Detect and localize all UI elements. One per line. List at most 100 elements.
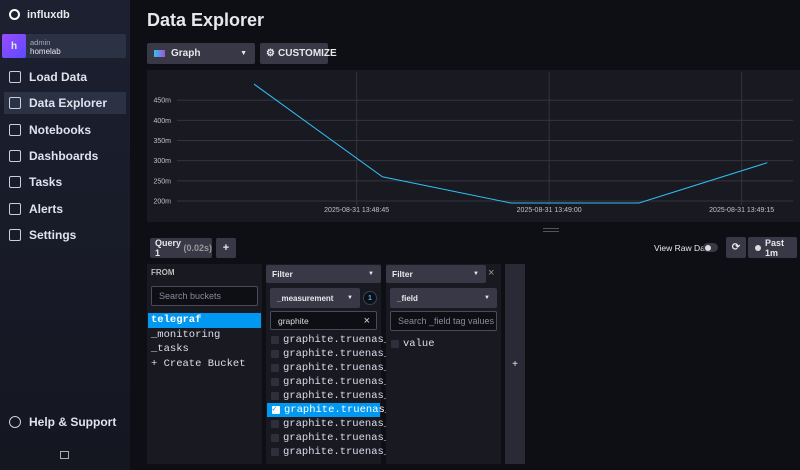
bucket[interactable]: + Create Bucket [151, 358, 246, 371]
checkbox: ✓ [272, 406, 280, 414]
selection-count: 1 [363, 291, 377, 305]
nav-item[interactable]: Alerts [0, 198, 130, 220]
filter-panel-2: Filter ▼ × _field ▼ Search _field tag valu… [386, 264, 501, 464]
from-panel: FROM Search buckets telegraf _monitoring _… [147, 264, 262, 464]
nav-item[interactable]: Data Explorer [4, 92, 126, 115]
tag-value[interactable]: graphite.truenas_repo… [266, 347, 422, 361]
data-line [253, 83, 768, 204]
query-tab[interactable]: Query 1 (0.02s) [150, 238, 212, 258]
collapse-icon[interactable] [60, 451, 69, 459]
help-link[interactable]: Help & Support [0, 411, 130, 433]
graph: 200m 250m 300m 350m 400m 450m 2025-08-31 13:48… [153, 72, 793, 214]
tag-search[interactable]: Search _field tag values [390, 311, 497, 331]
tag-search[interactable]: graphite × [270, 311, 377, 330]
y-tick-label: 250m [153, 178, 171, 185]
bucket-search-placeholder: Search buckets [159, 291, 222, 301]
tag-value-text: value [403, 338, 435, 350]
x-tick-label: 2025-08-31 13:48:45 [324, 207, 389, 214]
view-type-dropdown[interactable]: Graph ▼ [147, 43, 255, 64]
checkbox [271, 448, 279, 456]
page-title: Data Explorer [147, 10, 265, 30]
nav-item[interactable]: Settings [0, 224, 130, 246]
customize-button[interactable]: ⚙ CUSTOMIZE [260, 43, 337, 64]
bucket[interactable]: _monitoring [151, 328, 221, 341]
user-card[interactable]: h admin homelab [2, 34, 126, 58]
nav-icon [9, 176, 21, 189]
nav-label: Load Data [29, 70, 88, 84]
avatar: h [2, 34, 26, 58]
help-text: Help & Support [29, 415, 117, 429]
bucket[interactable]: _tasks [151, 343, 189, 356]
remove-filter[interactable]: × [488, 267, 495, 279]
y-tick-label: 450m [153, 98, 171, 105]
tag-value[interactable]: graphite.truenas_repo… [266, 333, 422, 347]
key-dropdown[interactable]: _measurement ▼ [270, 288, 360, 308]
resize-handle[interactable] [543, 228, 559, 232]
y-tick-label: 350m [153, 138, 171, 145]
filter-header[interactable]: Filter ▼ [386, 265, 486, 283]
nav-item[interactable]: Notebooks [0, 119, 130, 141]
tag-value[interactable]: graphite.truenas_repo… [266, 361, 422, 375]
nav-icon [9, 97, 21, 110]
checkbox [271, 392, 279, 400]
tag-value[interactable]: graphite.truenas_repo… [266, 431, 422, 445]
tag-value[interactable]: value [386, 337, 501, 351]
y-tick-label: 200m [153, 198, 171, 205]
customize-text: CUSTOMIZE [278, 48, 337, 59]
nav-icon [9, 228, 21, 241]
time-range: Past 1m [765, 237, 785, 258]
filter-panel-1: Filter ▼ _measurement ▼ 1 graphite × graphi… [266, 264, 423, 464]
raw-data-label: View Raw Data [654, 243, 712, 253]
filter-heading: Filter [392, 269, 413, 279]
nav-label: Tasks [29, 175, 63, 190]
from-heading: FROM [151, 268, 175, 277]
y-tick-label: 400m [153, 118, 171, 125]
x-tick-label: 2025-08-31 13:49:15 [709, 207, 774, 214]
refresh-button[interactable]: ⟳ [726, 237, 746, 258]
filter-header[interactable]: Filter ▼ [266, 265, 381, 283]
nav-item[interactable]: Load Data [0, 66, 130, 88]
nav-label: Alerts [29, 201, 64, 216]
graph-panel: 200m 250m 300m 350m 400m 450m 2025-08-31 13:48… [147, 70, 800, 222]
checkbox [271, 434, 279, 442]
nav-item[interactable]: Tasks [0, 171, 130, 193]
nav-label: Settings [29, 227, 77, 242]
x-tick-label: 2025-08-31 13:49:00 [517, 207, 582, 214]
nav-icon [9, 71, 21, 83]
user-org: homelab [30, 47, 61, 56]
tag-value[interactable]: graphite.truenas_repo… [266, 445, 422, 459]
add-query-button[interactable]: + [216, 238, 236, 258]
y-tick-label: 300m [153, 158, 171, 165]
checkbox [271, 420, 279, 428]
key-dropdown[interactable]: _field ▼ [390, 288, 497, 308]
user-role: admin [30, 38, 51, 47]
checkbox [271, 336, 279, 344]
tag-value[interactable]: ✓ graphite.truenas_repo… [267, 403, 423, 417]
raw-data-toggle[interactable] [703, 243, 718, 252]
tag-value[interactable]: graphite.truenas_repo… [266, 389, 422, 403]
checkbox [271, 364, 279, 372]
add-filter-panel[interactable]: + [505, 264, 525, 464]
checkbox [271, 350, 279, 358]
nav-label: Dashboards [29, 148, 99, 163]
bucket[interactable]: telegraf [148, 313, 261, 328]
key: _field [397, 293, 418, 303]
tag-value[interactable]: graphite.truenas_repo… [266, 375, 422, 389]
logo [9, 9, 20, 20]
nav-icon [9, 149, 21, 162]
checkbox [391, 340, 399, 348]
nav-label: Notebooks [29, 122, 92, 137]
nav-label: Data Explorer [29, 96, 108, 111]
key: _measurement [277, 293, 334, 303]
brand: influxdb [27, 9, 70, 21]
nav-item[interactable]: Dashboards [0, 145, 130, 167]
time-range-dropdown[interactable]: Past 1m [748, 237, 797, 258]
query-duration: (0.02s) [183, 243, 213, 253]
tag-value[interactable]: graphite.truenas_repo… [266, 417, 422, 431]
bucket-search[interactable]: Search buckets [151, 286, 258, 306]
tag-search-placeholder: Search _field tag values [398, 316, 495, 326]
nav-icon [9, 123, 21, 136]
tag-search-text: graphite [278, 315, 309, 326]
sidebar: influxdb h admin homelab Help & Support … [0, 0, 130, 470]
